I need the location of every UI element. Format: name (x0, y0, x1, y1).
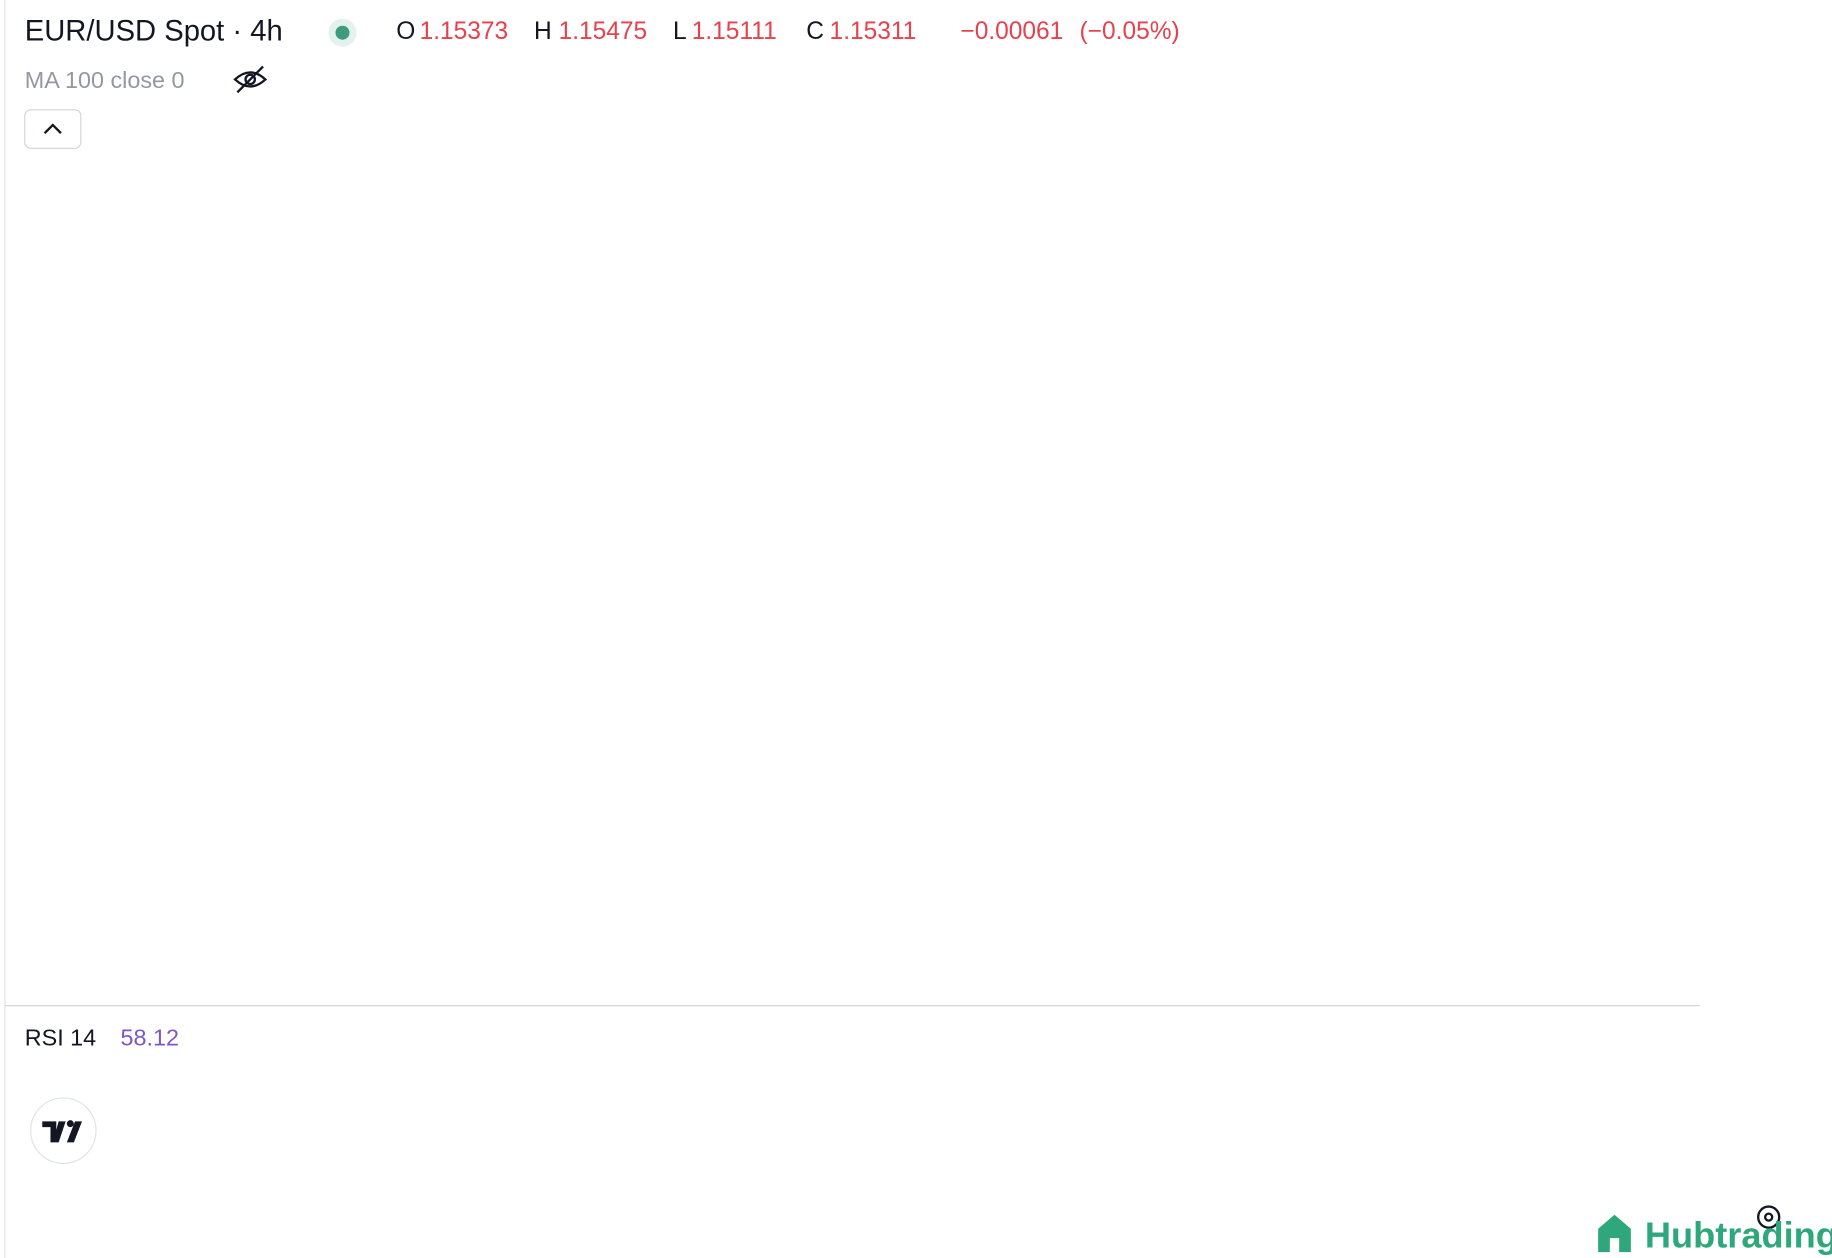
visibility-icon[interactable] (233, 65, 268, 94)
ohlc-value: 1.15475 (559, 18, 648, 45)
chart-title: EUR/USD Spot · 4h (25, 15, 283, 47)
tradingview-logo (30, 1097, 97, 1164)
ohlc-value: 1.15373 (420, 18, 509, 45)
ohlc-key: L (673, 18, 687, 45)
rsi-value: 58.12 (121, 1025, 179, 1051)
brand-logo: Hubtrading (1598, 1215, 1832, 1256)
indicator-label: MA 100 close 0 (25, 67, 185, 93)
ohlc-key: H (534, 18, 552, 45)
ohlc-value: 1.15311 (830, 18, 917, 45)
status-dot (335, 25, 350, 40)
change-percent: (−0.05%) (1080, 18, 1180, 45)
ohlc-value: 1.15111 (692, 18, 777, 45)
settings-icon[interactable] (1757, 1205, 1781, 1229)
ohlc-key: O (396, 18, 415, 45)
collapse-icon (43, 123, 62, 134)
rsi-label: RSI 14 (25, 1025, 96, 1051)
brand-name: Hubtrading (1645, 1215, 1832, 1256)
collapse-button[interactable] (24, 109, 82, 149)
change-value: −0.00061 (960, 18, 1063, 45)
ohlc-key: C (806, 18, 824, 45)
header: EUR/USD Spot · 4h O 1.15373 H 1.15475 L … (24, 15, 1180, 1051)
